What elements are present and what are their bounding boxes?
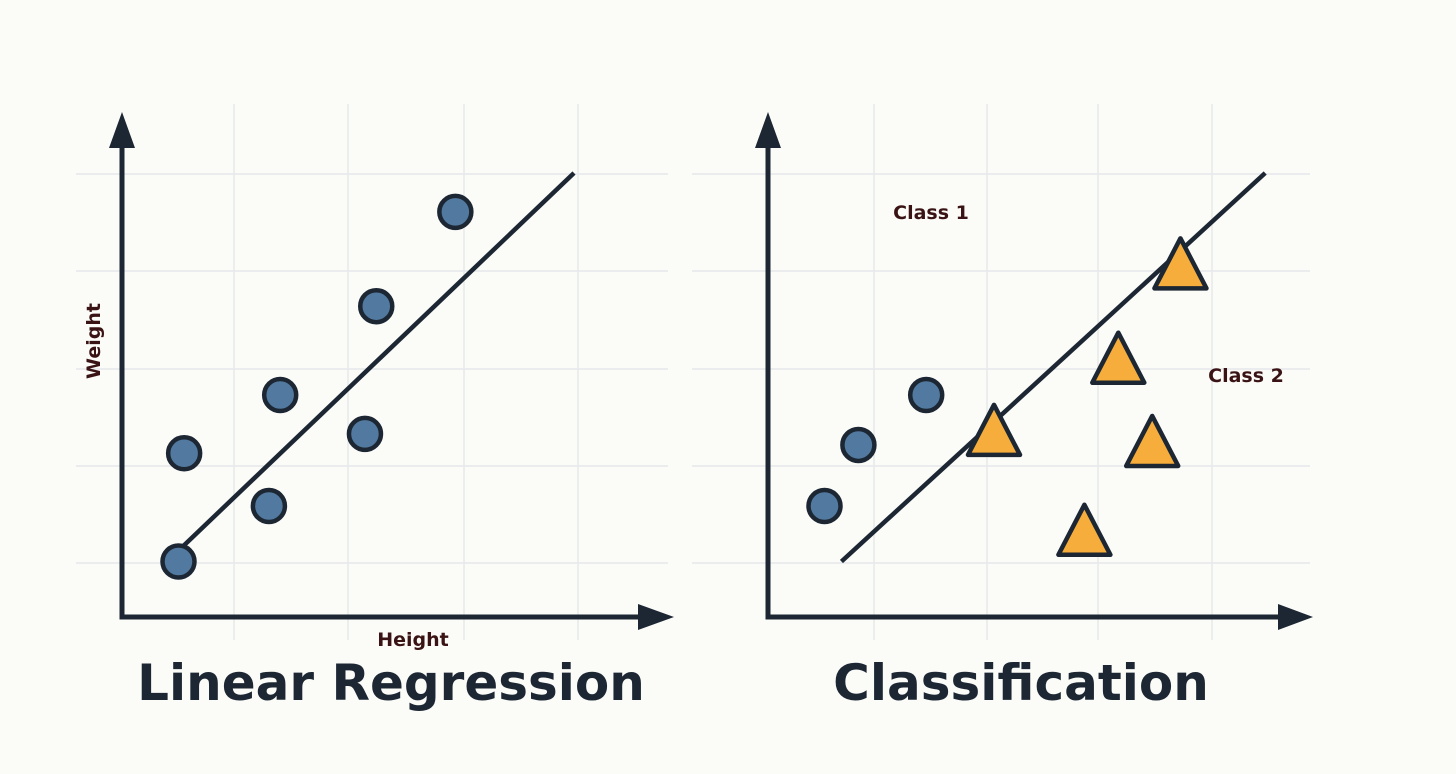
regression-point <box>358 287 395 325</box>
class-1-point <box>840 426 877 464</box>
left-axes <box>109 112 674 630</box>
class-2-point <box>1123 413 1181 469</box>
class-2-point <box>1090 330 1147 385</box>
regression-fit-line <box>171 171 576 558</box>
class-1-label: Class 1 <box>893 202 969 224</box>
left-x-axis-arrow-icon <box>638 604 674 630</box>
decision-boundary-line <box>839 171 1267 564</box>
regression-points <box>160 193 474 580</box>
x-axis-label: Height <box>377 629 449 651</box>
regression-point <box>346 415 384 453</box>
y-axis-label: Weight <box>83 303 105 379</box>
right-y-axis-arrow-icon <box>755 112 781 148</box>
class-2-point <box>965 402 1023 458</box>
regression-point <box>160 543 197 580</box>
right-axes <box>755 112 1313 630</box>
left-y-axis-arrow-icon <box>109 112 135 148</box>
right-x-axis-arrow-icon <box>1278 604 1313 630</box>
classification-panel: Class 1 Class 2 Classification <box>692 104 1313 712</box>
class-1-point <box>907 376 945 414</box>
linear-regression-panel: Weight Height Linear Regression <box>76 104 674 712</box>
class-1-point <box>806 487 843 525</box>
regression-point <box>261 376 299 414</box>
linear-regression-title: Linear Regression <box>137 654 645 712</box>
classification-title: Classification <box>833 654 1209 712</box>
regression-point <box>437 193 474 231</box>
class-2-point <box>1056 502 1113 557</box>
regression-point <box>250 487 288 525</box>
class-2-point <box>1152 236 1209 291</box>
left-grid <box>76 104 668 640</box>
classification-points <box>806 236 1209 557</box>
class-2-label: Class 2 <box>1208 365 1284 387</box>
regression-point <box>165 435 203 472</box>
